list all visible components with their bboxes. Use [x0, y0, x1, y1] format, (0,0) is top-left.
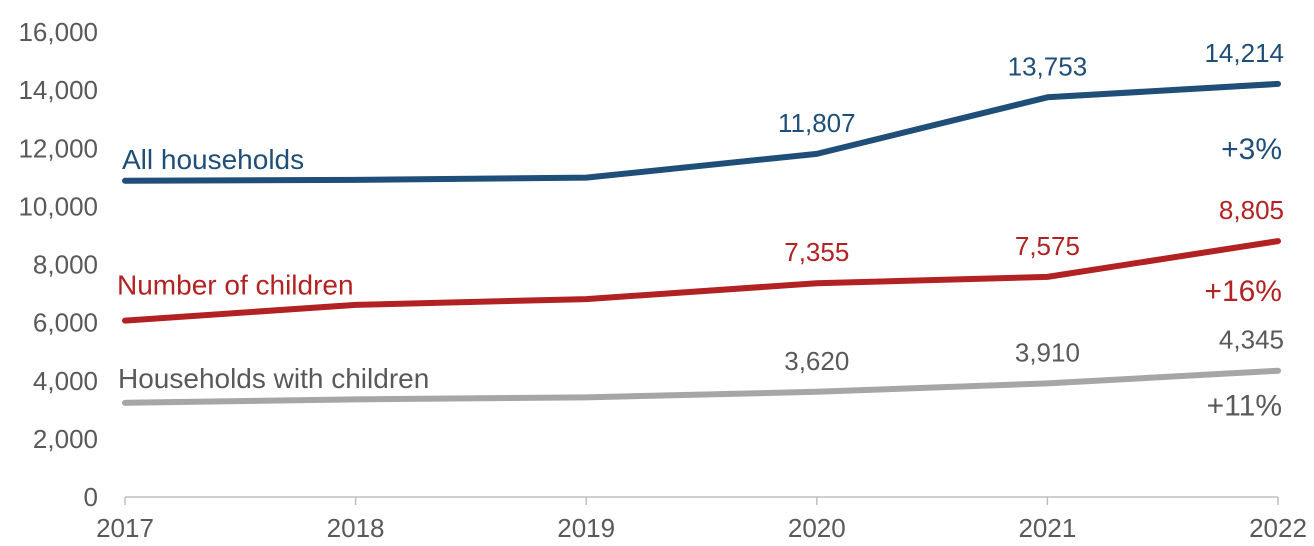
data-label: 14,214 — [1204, 38, 1284, 68]
data-label: 8,805 — [1219, 195, 1284, 225]
y-tick-label: 16,000 — [18, 17, 98, 47]
series-name-label: Number of children — [117, 270, 354, 301]
y-tick-label: 2,000 — [33, 424, 98, 454]
series-line-0 — [122, 80, 1281, 184]
data-label: 3,620 — [784, 346, 849, 376]
x-tick-label: 2021 — [1018, 513, 1076, 543]
y-tick-label: 6,000 — [33, 308, 98, 338]
data-label: 7,355 — [784, 237, 849, 267]
series-line-1 — [122, 238, 1281, 324]
series-name-label: All households — [122, 144, 304, 175]
y-tick-label: 14,000 — [18, 75, 98, 105]
data-label: 3,910 — [1015, 337, 1080, 367]
x-tick-label: 2022 — [1249, 513, 1307, 543]
x-tick-label: 2018 — [327, 513, 385, 543]
change-label: +11% — [1207, 390, 1282, 423]
data-label: 7,575 — [1015, 231, 1080, 261]
series-line-2 — [122, 367, 1281, 406]
x-tick-label: 2019 — [557, 513, 615, 543]
x-tick-label: 2017 — [96, 513, 154, 543]
x-tick-label: 2020 — [788, 513, 846, 543]
y-tick-label: 10,000 — [18, 191, 98, 221]
x-axis: 2017 2018 2019 2020 2021 2022 — [96, 496, 1307, 543]
y-axis: 0 2,000 4,000 6,000 8,000 10,000 12,000 14,000 1… — [18, 17, 98, 512]
y-tick-label: 12,000 — [18, 133, 98, 163]
data-label: 13,753 — [1008, 51, 1088, 81]
change-label: +16% — [1204, 275, 1282, 308]
chart-labels: All households 11,807 13,753 14,214 +3% Numbe… — [117, 38, 1284, 423]
change-label: +3% — [1221, 133, 1282, 166]
series-name-label: Households with children — [118, 363, 429, 394]
y-tick-label: 4,000 — [33, 366, 98, 396]
y-tick-label: 0 — [84, 482, 98, 512]
data-label: 4,345 — [1219, 325, 1284, 355]
y-tick-label: 8,000 — [33, 250, 98, 280]
series-lines — [122, 80, 1281, 406]
data-label: 11,807 — [778, 108, 856, 138]
